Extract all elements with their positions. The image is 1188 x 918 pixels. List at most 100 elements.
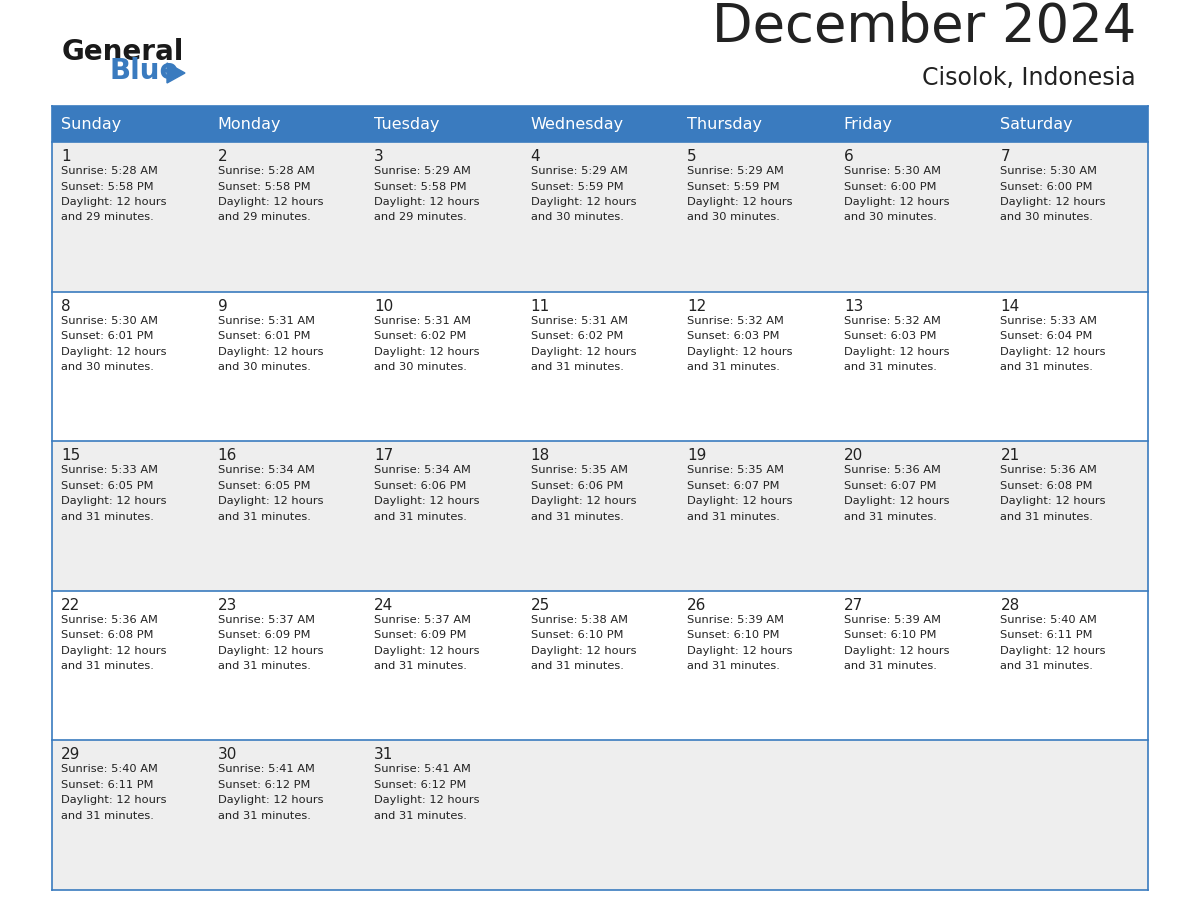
Text: 2: 2 <box>217 149 227 164</box>
Text: and 30 minutes.: and 30 minutes. <box>843 212 936 222</box>
Text: and 31 minutes.: and 31 minutes. <box>843 511 936 521</box>
Text: Sunset: 6:10 PM: Sunset: 6:10 PM <box>531 631 624 640</box>
Text: Daylight: 12 hours: Daylight: 12 hours <box>374 347 480 356</box>
Text: Daylight: 12 hours: Daylight: 12 hours <box>531 645 637 655</box>
Text: Sunset: 6:05 PM: Sunset: 6:05 PM <box>61 481 153 491</box>
Text: and 31 minutes.: and 31 minutes. <box>843 362 936 372</box>
Bar <box>365 292 522 442</box>
Text: and 30 minutes.: and 30 minutes. <box>61 362 154 372</box>
Text: Sunrise: 5:41 AM: Sunrise: 5:41 AM <box>217 765 315 775</box>
Bar <box>209 292 365 442</box>
Text: Daylight: 12 hours: Daylight: 12 hours <box>61 795 166 805</box>
Text: and 31 minutes.: and 31 minutes. <box>531 362 624 372</box>
Text: Daylight: 12 hours: Daylight: 12 hours <box>531 197 637 207</box>
Bar <box>835 442 992 591</box>
Text: Sunset: 6:00 PM: Sunset: 6:00 PM <box>843 182 936 192</box>
Text: Sunset: 6:02 PM: Sunset: 6:02 PM <box>531 331 623 341</box>
Text: Daylight: 12 hours: Daylight: 12 hours <box>1000 197 1106 207</box>
Bar <box>992 292 1148 442</box>
Text: Daylight: 12 hours: Daylight: 12 hours <box>374 497 480 506</box>
Text: and 31 minutes.: and 31 minutes. <box>61 661 154 671</box>
Text: Sunrise: 5:30 AM: Sunrise: 5:30 AM <box>843 166 941 176</box>
Bar <box>52 591 209 741</box>
Text: December 2024: December 2024 <box>712 1 1136 53</box>
Text: and 31 minutes.: and 31 minutes. <box>374 811 467 821</box>
Text: Sunset: 6:11 PM: Sunset: 6:11 PM <box>61 780 153 789</box>
Text: Daylight: 12 hours: Daylight: 12 hours <box>61 347 166 356</box>
Text: Sunset: 6:10 PM: Sunset: 6:10 PM <box>843 631 936 640</box>
Bar <box>52 442 209 591</box>
Bar <box>209 741 365 890</box>
Text: Sunrise: 5:34 AM: Sunrise: 5:34 AM <box>374 465 470 476</box>
Text: Sunrise: 5:29 AM: Sunrise: 5:29 AM <box>688 166 784 176</box>
Text: 8: 8 <box>61 298 70 314</box>
Text: Daylight: 12 hours: Daylight: 12 hours <box>217 197 323 207</box>
Text: Sunrise: 5:35 AM: Sunrise: 5:35 AM <box>688 465 784 476</box>
Text: Daylight: 12 hours: Daylight: 12 hours <box>843 197 949 207</box>
Text: and 31 minutes.: and 31 minutes. <box>61 811 154 821</box>
Text: and 31 minutes.: and 31 minutes. <box>217 511 310 521</box>
Text: Sunset: 6:08 PM: Sunset: 6:08 PM <box>61 631 153 640</box>
Text: and 31 minutes.: and 31 minutes. <box>843 661 936 671</box>
Text: Sunday: Sunday <box>61 117 121 131</box>
Text: Sunset: 6:08 PM: Sunset: 6:08 PM <box>1000 481 1093 491</box>
Bar <box>52 292 209 442</box>
Text: Daylight: 12 hours: Daylight: 12 hours <box>843 347 949 356</box>
Text: Daylight: 12 hours: Daylight: 12 hours <box>843 497 949 506</box>
Text: and 31 minutes.: and 31 minutes. <box>531 661 624 671</box>
Bar <box>835 142 992 292</box>
Text: Sunrise: 5:33 AM: Sunrise: 5:33 AM <box>1000 316 1098 326</box>
Bar <box>678 106 835 142</box>
Bar <box>52 142 209 292</box>
Text: and 30 minutes.: and 30 minutes. <box>374 362 467 372</box>
Text: Daylight: 12 hours: Daylight: 12 hours <box>61 497 166 506</box>
Bar <box>365 442 522 591</box>
Bar <box>678 591 835 741</box>
Text: and 31 minutes.: and 31 minutes. <box>1000 661 1093 671</box>
Text: Sunset: 5:59 PM: Sunset: 5:59 PM <box>688 182 779 192</box>
Text: 19: 19 <box>688 448 707 464</box>
Text: Daylight: 12 hours: Daylight: 12 hours <box>531 347 637 356</box>
Text: and 31 minutes.: and 31 minutes. <box>531 511 624 521</box>
Text: Monday: Monday <box>217 117 282 131</box>
Text: Sunrise: 5:37 AM: Sunrise: 5:37 AM <box>217 615 315 625</box>
Bar <box>522 142 678 292</box>
Text: 29: 29 <box>61 747 81 763</box>
Text: and 30 minutes.: and 30 minutes. <box>1000 212 1093 222</box>
Text: Sunset: 6:07 PM: Sunset: 6:07 PM <box>688 481 779 491</box>
Text: and 30 minutes.: and 30 minutes. <box>531 212 624 222</box>
Bar <box>522 442 678 591</box>
Text: Saturday: Saturday <box>1000 117 1073 131</box>
Text: Daylight: 12 hours: Daylight: 12 hours <box>1000 347 1106 356</box>
Bar <box>835 591 992 741</box>
Text: Sunset: 6:09 PM: Sunset: 6:09 PM <box>374 631 467 640</box>
Text: Sunrise: 5:36 AM: Sunrise: 5:36 AM <box>1000 465 1098 476</box>
Bar <box>365 142 522 292</box>
Text: and 31 minutes.: and 31 minutes. <box>688 362 781 372</box>
Text: and 31 minutes.: and 31 minutes. <box>688 511 781 521</box>
Text: 4: 4 <box>531 149 541 164</box>
Text: 3: 3 <box>374 149 384 164</box>
Text: Thursday: Thursday <box>688 117 763 131</box>
Text: Daylight: 12 hours: Daylight: 12 hours <box>531 497 637 506</box>
Bar <box>992 591 1148 741</box>
Text: 27: 27 <box>843 598 864 613</box>
Text: Sunrise: 5:39 AM: Sunrise: 5:39 AM <box>688 615 784 625</box>
Text: Sunset: 6:06 PM: Sunset: 6:06 PM <box>374 481 467 491</box>
Bar <box>209 591 365 741</box>
Text: 24: 24 <box>374 598 393 613</box>
Bar <box>992 741 1148 890</box>
Text: Daylight: 12 hours: Daylight: 12 hours <box>217 347 323 356</box>
Text: Sunrise: 5:38 AM: Sunrise: 5:38 AM <box>531 615 627 625</box>
Bar <box>209 142 365 292</box>
Text: Daylight: 12 hours: Daylight: 12 hours <box>688 645 792 655</box>
Text: Sunset: 6:10 PM: Sunset: 6:10 PM <box>688 631 779 640</box>
Text: Sunset: 6:03 PM: Sunset: 6:03 PM <box>688 331 779 341</box>
Text: Sunrise: 5:39 AM: Sunrise: 5:39 AM <box>843 615 941 625</box>
Bar <box>522 106 678 142</box>
Text: 5: 5 <box>688 149 697 164</box>
Text: 20: 20 <box>843 448 864 464</box>
Bar <box>522 741 678 890</box>
Text: Sunset: 5:59 PM: Sunset: 5:59 PM <box>531 182 624 192</box>
Bar <box>678 741 835 890</box>
